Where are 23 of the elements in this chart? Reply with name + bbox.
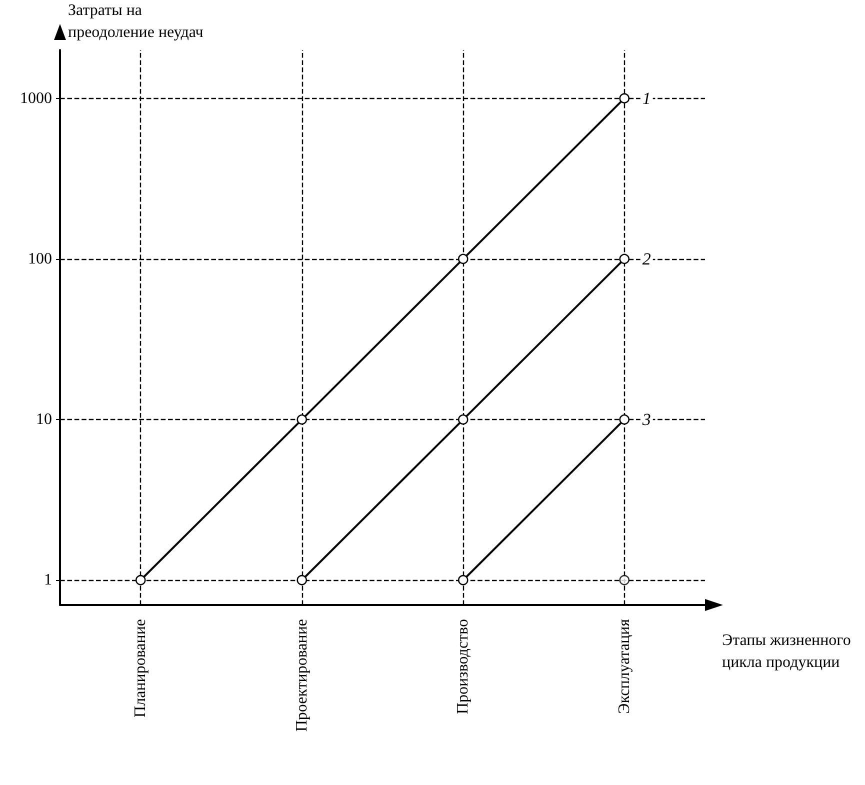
y-tick-label: 1000 <box>20 90 52 107</box>
y-tick-label: 10 <box>36 411 52 428</box>
x-axis-title: Этапы жизненного цикла продукции <box>722 631 852 673</box>
x-tick-label: Производство <box>454 619 472 714</box>
series-label: 3 <box>641 410 651 430</box>
point <box>296 414 308 425</box>
point <box>619 414 630 425</box>
point <box>458 254 468 264</box>
point <box>619 574 630 586</box>
x-tick-label: Эксплуатация <box>616 618 633 714</box>
series-label: 1 <box>642 88 651 108</box>
x-tick-label: Проектирование <box>293 619 310 732</box>
point <box>296 574 308 586</box>
point <box>135 574 146 586</box>
point <box>619 93 630 104</box>
series-label: 2 <box>642 249 652 268</box>
y-axis-title: Затраты на преодоление неудач <box>68 0 228 44</box>
point <box>458 414 468 425</box>
x-tick-label: Планирование <box>132 619 150 718</box>
point <box>458 574 468 586</box>
y-tick-label: 100 <box>28 250 52 268</box>
y-tick-label: 1 <box>44 572 52 589</box>
point <box>619 254 630 264</box>
